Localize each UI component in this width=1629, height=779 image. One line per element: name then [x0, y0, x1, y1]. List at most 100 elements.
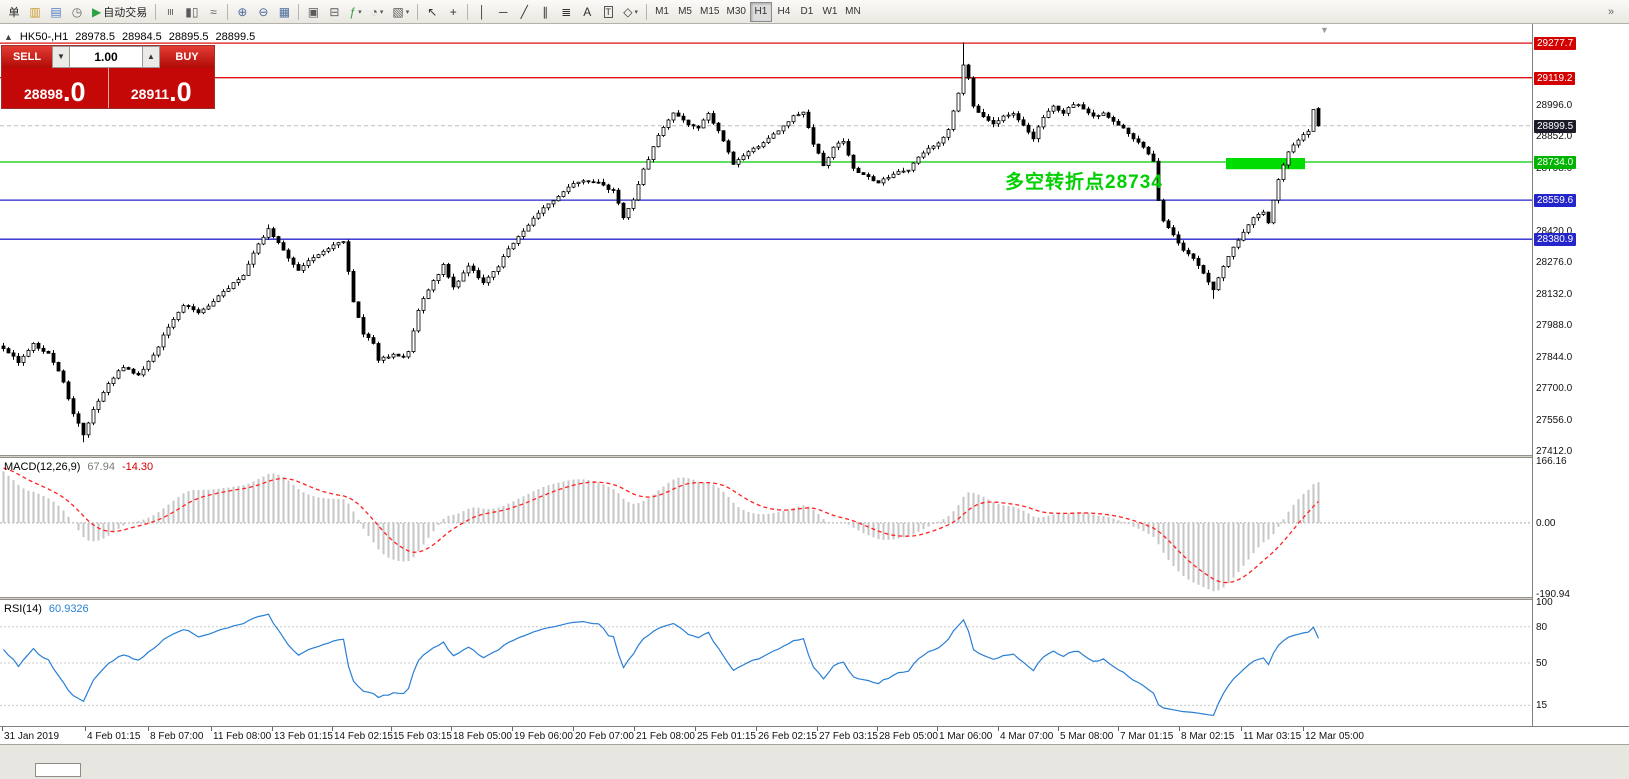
crosshair-icon: + — [449, 4, 457, 19]
timeframe-m15-button[interactable]: M15 — [697, 2, 722, 22]
timeframe-w1-button[interactable]: W1 — [819, 2, 841, 22]
fibonacci-button[interactable]: ≣ — [556, 2, 576, 22]
volume-up-button[interactable]: ▲ — [142, 46, 160, 68]
toolbar-overflow-button[interactable]: » — [1601, 2, 1621, 22]
price-axis-label: 27844.0 — [1536, 351, 1573, 363]
panel-separator[interactable] — [0, 597, 1533, 600]
date-label: 21 Feb 08:00 — [636, 731, 695, 742]
symbol-period-label: HK50-,H1 — [19, 31, 69, 43]
date-label: 12 Mar 05:00 — [1305, 731, 1364, 742]
periods-button[interactable]: ◔ ▾ — [367, 2, 388, 22]
volume-down-button[interactable]: ▼ — [52, 46, 70, 68]
pivot-zone-rect[interactable] — [1226, 158, 1305, 170]
candlestick-chart-icon: ▮▯ — [185, 4, 199, 19]
chart-shift-marker-icon[interactable]: ▼ — [1320, 25, 1329, 35]
sell-button[interactable]: SELL — [2, 46, 52, 68]
time-axis-tick — [2, 727, 3, 731]
date-label: 4 Mar 07:00 — [1000, 731, 1054, 742]
rsi-title: RSI(14) 60.9326 — [4, 603, 89, 616]
time-axis-tick — [85, 727, 86, 731]
timeframe-m1-button[interactable]: M1 — [651, 2, 673, 22]
main-toolbar: 单 ▥ ▤ ◷ ▶ 自动交易 ≡ ▮▯ ≈ ⊕ ⊖ ▦ ▣ ⊟ ƒ ▾ ◔ ▾ ▧ ▾ ↖ + │ ─ ╱ ∥ ≣ A T ◇ ▾ M1 M5 M… — [0, 0, 1629, 24]
arrows-button[interactable]: ◇ ▾ — [619, 2, 642, 22]
price-axis[interactable]: 28996.028852.028708.028420.028276.028132… — [1533, 0, 1629, 744]
bid-line-price-label: 28899.5 — [1534, 119, 1577, 133]
timeframe-m30-button[interactable]: M30 — [723, 2, 748, 22]
line-chart-button[interactable]: ≈ — [203, 2, 223, 22]
tile-windows-icon: ▦ — [278, 4, 291, 19]
new-chart-button[interactable]: ▥ — [25, 2, 45, 22]
horizontal-line-button[interactable]: ─ — [493, 2, 513, 22]
indicators-icon: ƒ — [349, 4, 357, 19]
rsi-axis-label: 15 — [1536, 700, 1548, 712]
support-line-1-price-label: 28559.6 — [1534, 194, 1577, 208]
dropdown-arrow-icon: ▾ — [358, 8, 362, 16]
crosshair-button[interactable]: + — [443, 2, 463, 22]
timeframe-h1-button[interactable]: H1 — [749, 1, 772, 22]
rsi-line — [3, 613, 1320, 717]
rsi-panel[interactable] — [0, 600, 1533, 726]
price-chart-panel[interactable] — [0, 24, 1533, 455]
profiles-button[interactable]: ▤ — [46, 2, 66, 22]
timeframe-d1-button[interactable]: D1 — [796, 2, 818, 22]
time-axis-tick — [451, 727, 452, 731]
indicators-button[interactable]: ƒ ▾ — [345, 2, 365, 22]
date-label: 11 Mar 03:15 — [1243, 731, 1302, 742]
cursor-button[interactable]: ↖ — [422, 2, 442, 22]
cascade-windows-button[interactable]: ▣ — [303, 2, 323, 22]
date-label: 13 Feb 01:15 — [274, 731, 333, 742]
bottom-scrollbar[interactable] — [0, 744, 1629, 779]
price-axis-label: 27700.0 — [1536, 383, 1573, 395]
date-label: 7 Mar 01:15 — [1120, 731, 1174, 742]
time-axis-tick — [1179, 727, 1180, 731]
tile-windows-button[interactable]: ▦ — [274, 2, 294, 22]
time-axis-tick — [148, 727, 149, 731]
date-label: 5 Mar 08:00 — [1060, 731, 1114, 742]
low-value: 28895.5 — [168, 31, 209, 43]
macd-label: MACD(12,26,9) — [4, 461, 81, 473]
high-value: 28984.5 — [121, 31, 162, 43]
text-label-button[interactable]: T — [598, 2, 618, 22]
tile-horizontally-button[interactable]: ⊟ — [324, 2, 344, 22]
text-button[interactable]: A — [577, 2, 597, 22]
new-chart-icon: ▥ — [29, 4, 41, 19]
vertical-line-button[interactable]: │ — [472, 2, 492, 22]
date-label: 19 Feb 06:00 — [514, 731, 573, 742]
profiles-icon: ▤ — [50, 4, 62, 19]
panel-separator[interactable] — [0, 455, 1533, 458]
time-axis[interactable]: 31 Jan 2019 4 Feb 01:15 8 Feb 07:00 11 Feb … — [0, 726, 1629, 744]
buy-price[interactable]: 28911.0 — [109, 68, 215, 108]
one-click-toggle-icon[interactable]: ▲ — [4, 32, 13, 42]
fibonacci-icon: ≣ — [561, 4, 572, 19]
chart-ohlc-header: ▲ HK50-,H1 28978.5 28984.5 28895.5 28899… — [4, 30, 255, 44]
autotrading-button[interactable]: ▶ 自动交易 — [88, 2, 151, 22]
timeframe-m5-button[interactable]: M5 — [674, 2, 696, 22]
sell-price[interactable]: 28898.0 — [2, 68, 108, 108]
date-label: 8 Mar 02:15 — [1181, 731, 1235, 742]
toolbar-separator — [417, 3, 419, 20]
data-window-button[interactable]: ◷ — [67, 2, 87, 22]
buy-button[interactable]: BUY — [160, 46, 214, 68]
zoom-out-button[interactable]: ⊖ — [253, 2, 273, 22]
one-click-trading-panel: SELL ▼ ▲ BUY 28898.0 28911.0 — [2, 46, 214, 108]
macd-panel[interactable] — [0, 458, 1533, 597]
horizontal-scrollbar-thumb[interactable] — [35, 763, 81, 777]
trendline-button[interactable]: ╱ — [514, 2, 534, 22]
toolbar-separator — [646, 3, 648, 20]
new-order-button[interactable]: 单 — [4, 2, 24, 22]
time-axis-tick — [634, 727, 635, 731]
equidistant-channel-button[interactable]: ∥ — [535, 2, 555, 22]
templates-button[interactable]: ▧ ▾ — [388, 2, 413, 22]
macd-axis-label: 0.00 — [1536, 517, 1556, 529]
timeframe-h4-button[interactable]: H4 — [773, 2, 795, 22]
zoom-in-button[interactable]: ⊕ — [232, 2, 252, 22]
trendline-icon: ╱ — [520, 4, 528, 19]
volume-input[interactable] — [70, 46, 142, 68]
timeframe-mn-button[interactable]: MN — [842, 2, 864, 22]
bar-chart-button[interactable]: ≡ — [160, 2, 180, 22]
candlestick-chart-button[interactable]: ▮▯ — [181, 2, 202, 22]
toolbar-separator — [155, 3, 157, 20]
time-axis-tick — [877, 727, 878, 731]
price-axis-label: 28996.0 — [1536, 99, 1573, 111]
